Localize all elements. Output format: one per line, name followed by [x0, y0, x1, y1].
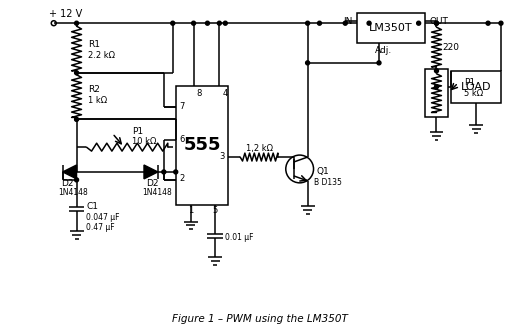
Text: D2: D2 — [146, 179, 159, 188]
Bar — [451, 71, 501, 103]
Text: Adj.: Adj. — [375, 46, 392, 56]
Circle shape — [306, 61, 309, 65]
Text: IN: IN — [343, 17, 352, 26]
Text: 1N4148: 1N4148 — [58, 188, 87, 197]
Circle shape — [343, 21, 347, 25]
Text: 0.01 μF: 0.01 μF — [225, 233, 254, 242]
Bar — [425, 69, 448, 117]
Text: 7: 7 — [180, 102, 185, 111]
Text: 1 kΩ: 1 kΩ — [88, 96, 108, 105]
Circle shape — [306, 21, 309, 25]
Polygon shape — [144, 165, 158, 179]
Circle shape — [205, 21, 210, 25]
Circle shape — [318, 21, 321, 25]
Text: 10 kΩ: 10 kΩ — [132, 137, 157, 146]
Circle shape — [217, 21, 222, 25]
Text: 2.2 kΩ: 2.2 kΩ — [88, 51, 115, 61]
Text: 2: 2 — [180, 174, 185, 183]
Text: D2: D2 — [61, 179, 73, 188]
Circle shape — [171, 21, 175, 25]
Circle shape — [74, 71, 79, 75]
Text: 555: 555 — [183, 136, 221, 154]
Circle shape — [499, 21, 503, 25]
Bar — [357, 13, 425, 43]
Text: OUT: OUT — [430, 17, 448, 26]
Circle shape — [435, 69, 438, 73]
Text: 1,2 kΩ: 1,2 kΩ — [245, 144, 272, 153]
Circle shape — [162, 170, 166, 174]
Text: 8: 8 — [197, 89, 202, 98]
Circle shape — [223, 21, 227, 25]
Circle shape — [74, 21, 79, 25]
Circle shape — [377, 61, 381, 65]
Text: 5: 5 — [213, 206, 218, 215]
Circle shape — [417, 21, 421, 25]
Circle shape — [435, 21, 438, 25]
Text: 1N4148: 1N4148 — [142, 188, 172, 197]
Text: 0.047 μF: 0.047 μF — [86, 213, 120, 222]
Text: 4: 4 — [223, 89, 228, 98]
Text: LM350T: LM350T — [369, 23, 413, 33]
Text: 220: 220 — [443, 42, 460, 52]
Text: 1: 1 — [188, 206, 193, 215]
Circle shape — [435, 21, 438, 25]
Circle shape — [191, 21, 196, 25]
Text: 0.47 μF: 0.47 μF — [86, 223, 115, 232]
Circle shape — [367, 21, 371, 25]
Bar — [176, 86, 228, 205]
Text: 3: 3 — [219, 152, 224, 161]
Text: Figure 1 – PWM using the LM350T: Figure 1 – PWM using the LM350T — [172, 314, 348, 324]
Text: P1: P1 — [464, 78, 475, 87]
Text: LOAD: LOAD — [461, 82, 491, 92]
Text: 5 kΩ: 5 kΩ — [464, 89, 484, 98]
Circle shape — [435, 85, 438, 89]
Text: P1: P1 — [132, 127, 143, 136]
Circle shape — [74, 117, 79, 121]
Text: + 12 V: + 12 V — [49, 9, 82, 19]
Text: C1: C1 — [86, 202, 98, 211]
Text: 6: 6 — [180, 135, 185, 144]
Text: Q1: Q1 — [317, 167, 329, 176]
Text: R2: R2 — [88, 85, 100, 94]
Circle shape — [74, 178, 79, 182]
Circle shape — [486, 21, 490, 25]
Polygon shape — [63, 165, 76, 179]
Text: R1: R1 — [88, 39, 100, 48]
Text: B D135: B D135 — [314, 178, 342, 187]
Circle shape — [174, 170, 178, 174]
